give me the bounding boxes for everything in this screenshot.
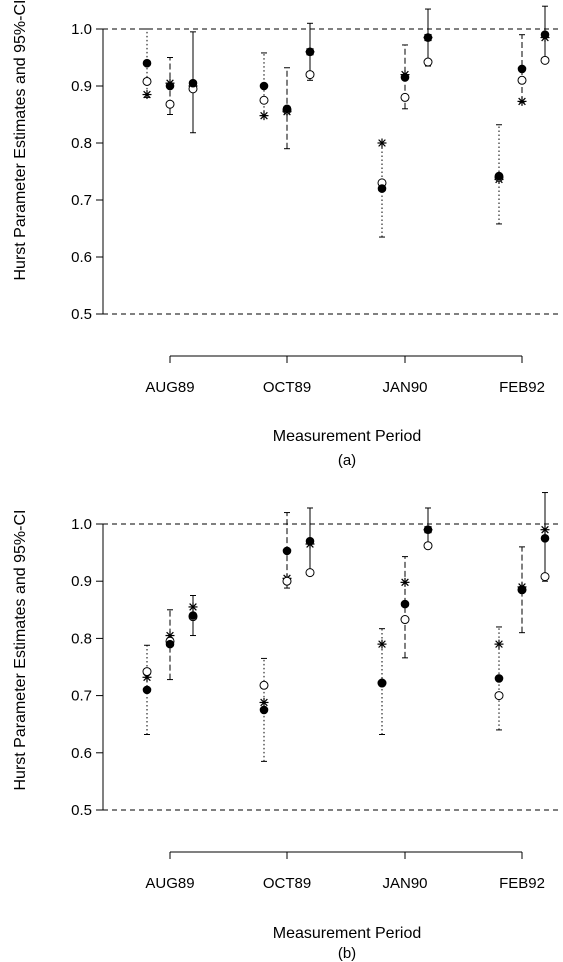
confidence-intervals	[144, 5, 548, 238]
filled-point	[188, 78, 198, 88]
filled-point	[188, 611, 198, 620]
estimate-points	[142, 30, 550, 193]
panel-b: 0.50.60.70.80.91.0 AUG89 OCT89 JAN90 FEB92 …	[12, 492, 560, 962]
star-point	[188, 602, 198, 612]
star-point	[400, 577, 410, 587]
star-stroke	[541, 525, 549, 534]
y-tick-label: 1.0	[71, 21, 92, 38]
open-point	[165, 99, 175, 109]
open-point	[282, 576, 292, 586]
open-point	[517, 75, 527, 85]
x-tick-label: JAN90	[382, 875, 427, 892]
x-tick-label: FEB92	[499, 379, 545, 396]
filled-point	[165, 81, 175, 91]
panel-caption: (a)	[338, 452, 356, 469]
filled-point	[517, 585, 527, 595]
y-tick-label: 0.6	[71, 745, 92, 762]
star-point	[377, 138, 387, 148]
filled-point	[540, 534, 550, 543]
y-tick-label: 0.5	[71, 802, 92, 819]
star-point	[517, 96, 527, 106]
open-point	[259, 680, 269, 690]
filled-point	[377, 184, 387, 193]
star-stroke	[378, 139, 386, 147]
y-tick-label: 0.6	[71, 249, 92, 266]
y-tick-label: 0.8	[71, 630, 92, 647]
star-stroke	[518, 97, 526, 106]
open-point	[142, 76, 152, 86]
open-point	[400, 92, 410, 102]
star-stroke	[401, 578, 409, 587]
filled-point	[540, 30, 550, 40]
y-axis: 0.5 0.6 0.7 0.8 0.9 1.0	[71, 21, 104, 323]
x-tick-label: AUG89	[145, 875, 194, 892]
open-point	[305, 70, 315, 80]
y-tick-label: 0.8	[71, 135, 92, 152]
panel-a: 0.50.60.70.80.91.0 AUG89 OCT89 JAN90 FEB92 …	[12, 0, 560, 469]
filled-point	[400, 599, 410, 609]
star-stroke	[143, 90, 151, 99]
open-point	[540, 572, 550, 582]
filled-point	[377, 678, 387, 688]
x-axis: AUG89 OCT89 JAN90 FEB92	[145, 355, 545, 396]
filled-point	[142, 685, 152, 695]
y-axis-title: Hurst Parameter Estimates and 95%-CI	[12, 0, 29, 281]
filled-point	[259, 81, 269, 91]
filled-point	[282, 546, 292, 556]
open-point	[142, 667, 152, 677]
star-point	[259, 697, 269, 707]
open-point	[400, 615, 410, 625]
x-axis-title: Measurement Period	[273, 925, 422, 942]
star-point	[377, 639, 387, 649]
filled-point	[517, 64, 527, 74]
star-stroke	[378, 640, 386, 648]
y-axis: 0.5 0.6 0.7 0.8 0.9 1.0	[71, 516, 104, 819]
reference-lines	[103, 28, 560, 315]
y-axis-title: Hurst Parameter Estimates and 95%-CI	[12, 510, 29, 791]
star-stroke	[260, 698, 268, 707]
filled-point	[423, 525, 433, 535]
x-axis-title: Measurement Period	[273, 428, 422, 445]
filled-point	[423, 33, 433, 42]
star-point	[540, 525, 550, 535]
reference-lines	[103, 523, 560, 811]
y-tick-label: 0.9	[71, 78, 92, 95]
x-tick-label: JAN90	[382, 379, 427, 396]
y-tick-label: 0.5	[71, 306, 92, 323]
star-stroke	[189, 603, 197, 611]
filled-point	[305, 536, 315, 546]
filled-point	[494, 171, 504, 181]
star-stroke	[495, 640, 503, 648]
y-tick-label: 0.7	[71, 192, 92, 209]
x-axis: AUG89 OCT89 JAN90 FEB92	[145, 851, 545, 892]
open-point	[259, 95, 269, 105]
open-point	[540, 55, 550, 65]
star-point	[494, 639, 504, 649]
x-tick-label: OCT89	[263, 379, 311, 396]
open-point	[494, 691, 504, 701]
y-tick-label: 0.7	[71, 688, 92, 705]
estimate-points	[142, 525, 550, 715]
filled-point	[282, 104, 292, 114]
y-tick-label: 1.0	[71, 516, 92, 533]
filled-point	[400, 73, 410, 82]
filled-point	[165, 639, 175, 649]
filled-point	[494, 674, 504, 683]
filled-point	[259, 705, 269, 715]
filled-point	[305, 47, 315, 57]
open-point	[423, 541, 433, 551]
x-tick-label: OCT89	[263, 875, 311, 892]
panel-caption: (b)	[338, 945, 356, 962]
star-point	[259, 111, 269, 121]
star-point	[142, 90, 152, 100]
x-tick-label: AUG89	[145, 379, 194, 396]
star-stroke	[260, 111, 268, 120]
open-point	[423, 57, 433, 67]
filled-point	[142, 58, 152, 68]
y-tick-label: 0.9	[71, 573, 92, 590]
x-tick-label: FEB92	[499, 875, 545, 892]
confidence-intervals	[144, 492, 548, 762]
open-point	[305, 568, 315, 578]
